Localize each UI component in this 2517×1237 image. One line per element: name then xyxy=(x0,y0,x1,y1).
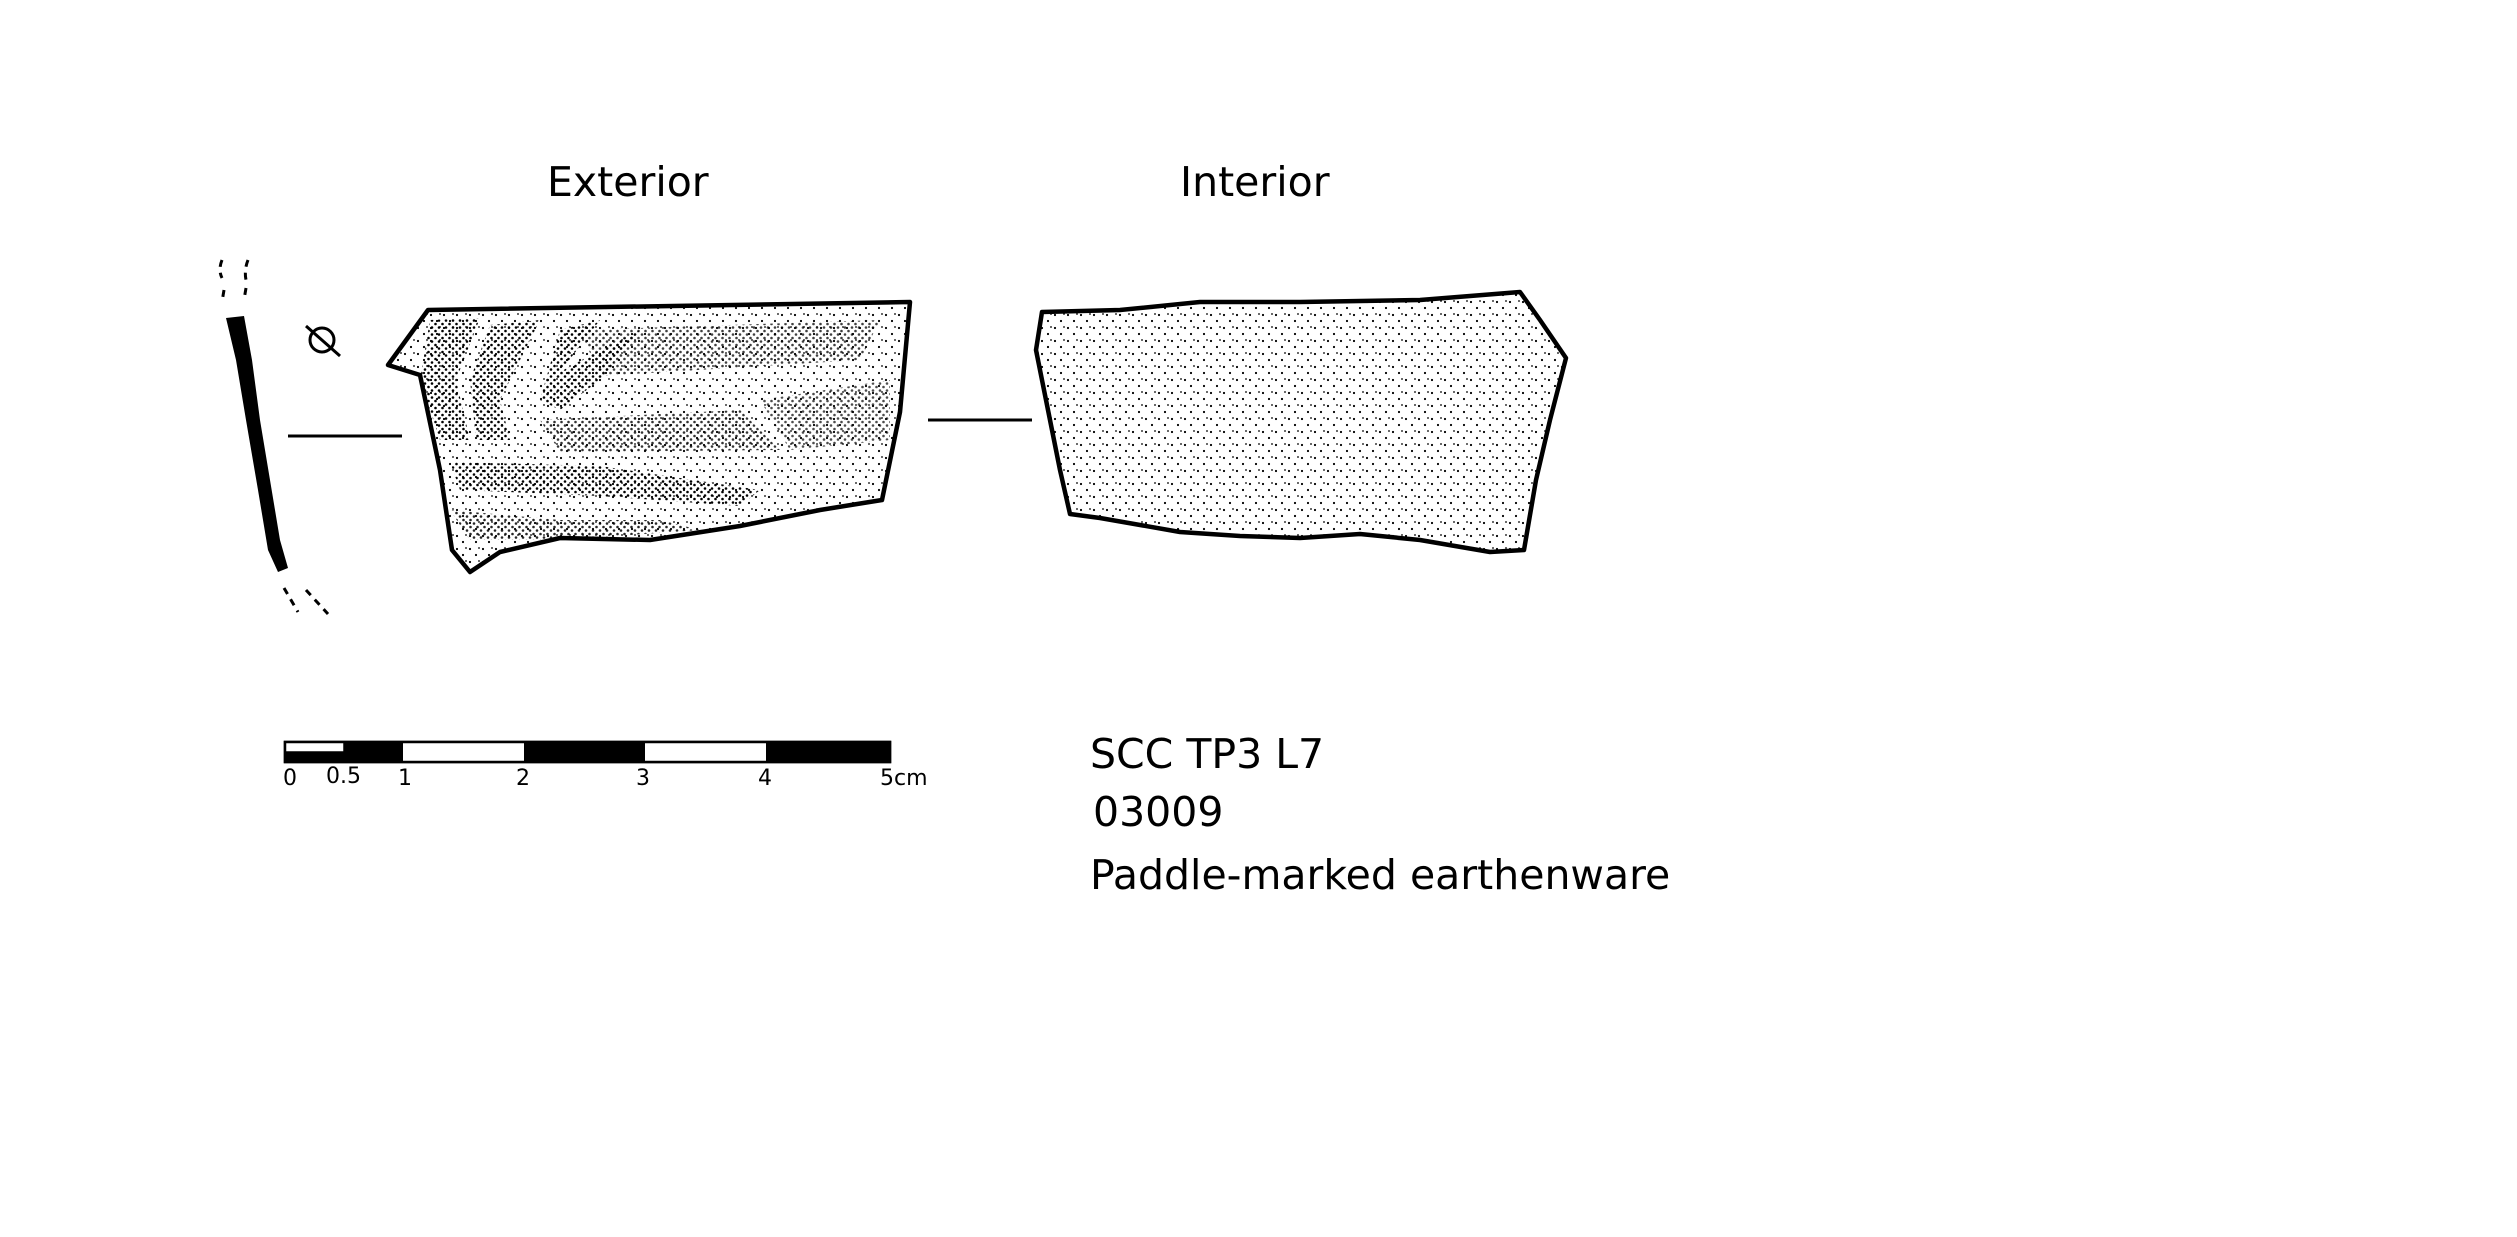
exterior-sherd xyxy=(385,299,913,575)
scale-tick-label: 5cm xyxy=(880,766,928,791)
interior-sherd xyxy=(1033,289,1569,555)
scale-tick-label: 3 xyxy=(636,766,650,791)
scale-tick-label: 1 xyxy=(398,766,412,791)
scale-tick-label: 2 xyxy=(516,766,530,791)
context-label: SCC TP3 L7 xyxy=(1090,730,1325,778)
catalog-number: 03009 xyxy=(1093,788,1224,836)
exterior-label: Exterior xyxy=(547,158,709,206)
diameter-icon xyxy=(305,324,341,358)
scale-bar xyxy=(283,740,892,764)
sherd-profile xyxy=(218,259,330,616)
scale-tick-label: 0 xyxy=(283,766,297,791)
ware-description: Paddle-marked earthenware xyxy=(1090,851,1671,899)
scale-tick-label: 4 xyxy=(758,766,772,791)
scale-tick-label: 0.5 xyxy=(326,764,361,789)
interior-label: Interior xyxy=(1180,158,1330,206)
paddle-marks xyxy=(420,318,890,540)
